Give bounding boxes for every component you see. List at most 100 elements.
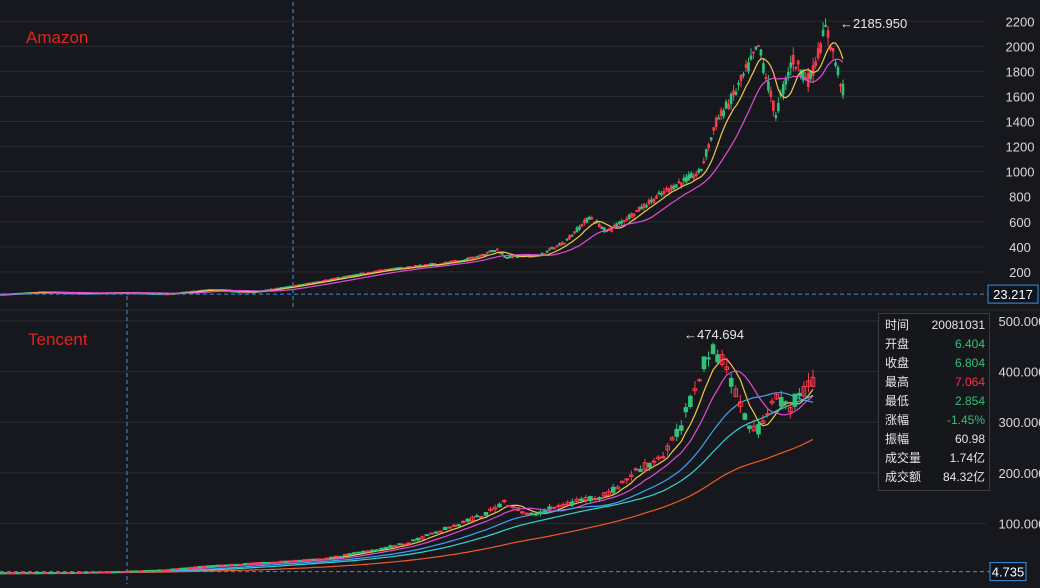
candle-body (585, 217, 589, 223)
candle-body (183, 567, 189, 570)
tencent-moving-averages (0, 358, 814, 574)
candle-body (810, 376, 816, 387)
tencent-candles[interactable] (0, 342, 816, 575)
candle-body (351, 274, 355, 277)
y-tick-label: 1600 (1006, 89, 1035, 104)
candle-body (379, 269, 382, 272)
candle-body (687, 174, 691, 181)
candle-body (220, 564, 225, 567)
info-key: 收盘 (885, 356, 910, 370)
candle-body (56, 572, 62, 575)
candle-body (565, 502, 571, 506)
candle-body (738, 401, 743, 407)
info-value: 2.854 (954, 394, 985, 408)
candle-body (321, 280, 325, 283)
candle-body (97, 571, 103, 574)
candle-body (270, 561, 275, 564)
candle-body (38, 572, 44, 575)
candle-body (678, 425, 684, 431)
candle-body (492, 506, 498, 510)
candle-body (556, 505, 561, 508)
candle-body (361, 550, 366, 553)
info-value: 1.74亿 (949, 451, 985, 465)
candle-body (657, 192, 661, 195)
candle-body (15, 572, 21, 575)
candle-body (816, 48, 820, 58)
y-tick-label: 500.000 (999, 314, 1040, 329)
candle-body (545, 250, 549, 253)
candle-body (669, 437, 675, 441)
candle-body (411, 539, 416, 542)
candle-body (610, 486, 616, 493)
tencent-panel[interactable]: Tencent 500.000 400.000 300.000 200.000 100.… (0, 296, 1040, 584)
candle-body (129, 570, 135, 573)
candle-body (193, 566, 198, 569)
y-tick-label: 300.000 (999, 415, 1040, 430)
info-row-time: 时间 20081031 (879, 316, 989, 335)
candle-body (747, 61, 750, 72)
candle-body (538, 511, 543, 515)
candle-body (637, 206, 641, 212)
candle-body (551, 506, 557, 509)
candle-body (206, 565, 212, 568)
amazon-candles[interactable] (0, 18, 845, 296)
candle-body (699, 168, 703, 171)
candle-body (697, 379, 702, 382)
candle-body (656, 456, 661, 460)
candle-body (560, 503, 566, 507)
info-value: 20081031 (931, 318, 985, 332)
candle-body (496, 248, 499, 251)
info-row-high: 最高 7.064 (879, 373, 989, 392)
candle-body (156, 569, 162, 572)
candle-body (460, 520, 466, 523)
candle-body (685, 176, 688, 183)
info-row-low: 最低 2.854 (879, 392, 989, 411)
candle-body (796, 60, 800, 65)
candle-body (102, 571, 107, 574)
candle-body (283, 560, 289, 563)
candle-body (533, 513, 539, 516)
candle-body (279, 560, 284, 563)
candle-body (433, 531, 439, 534)
candle-body (351, 552, 357, 555)
candle-body (529, 512, 534, 515)
y-tick-label: 1400 (1006, 115, 1035, 130)
candle-body (709, 137, 713, 141)
candle-body (297, 284, 300, 287)
y-tick-label: 200.000 (999, 466, 1040, 481)
amazon-peak-label: ←2185.950 (840, 16, 907, 31)
candle-body (642, 203, 646, 209)
candle-body (841, 83, 845, 96)
candle-body (423, 264, 427, 267)
candle-body (520, 511, 525, 514)
candle-body (774, 115, 778, 118)
candle-body (601, 492, 607, 497)
amazon-cursor-value: 23.217 (993, 287, 1033, 302)
candle-body (524, 512, 530, 515)
candle-body (757, 44, 760, 47)
candle-body (752, 51, 755, 54)
candle-body (315, 558, 321, 561)
candle-body (304, 283, 308, 286)
candle-body (493, 250, 497, 253)
candle-body (787, 407, 793, 413)
candle-body (356, 273, 360, 276)
candle-body (789, 62, 793, 68)
candle-body (710, 344, 716, 355)
candle-body (682, 177, 686, 181)
candle-body (376, 270, 380, 273)
candle-body (583, 219, 586, 224)
candle-body (647, 199, 651, 204)
candle-body (724, 101, 728, 109)
candle-body (314, 281, 318, 284)
candle-body (683, 407, 689, 413)
candle-body (550, 247, 554, 250)
candle-body (632, 213, 636, 216)
candle-body (179, 567, 184, 570)
candle-body (751, 425, 757, 432)
amazon-panel[interactable]: Amazon 2200 2000 1800 1600 1400 1200 1000 800 60… (0, 0, 1039, 307)
candle-body (292, 559, 298, 562)
candle-body (612, 224, 616, 227)
candle-body (274, 561, 280, 564)
